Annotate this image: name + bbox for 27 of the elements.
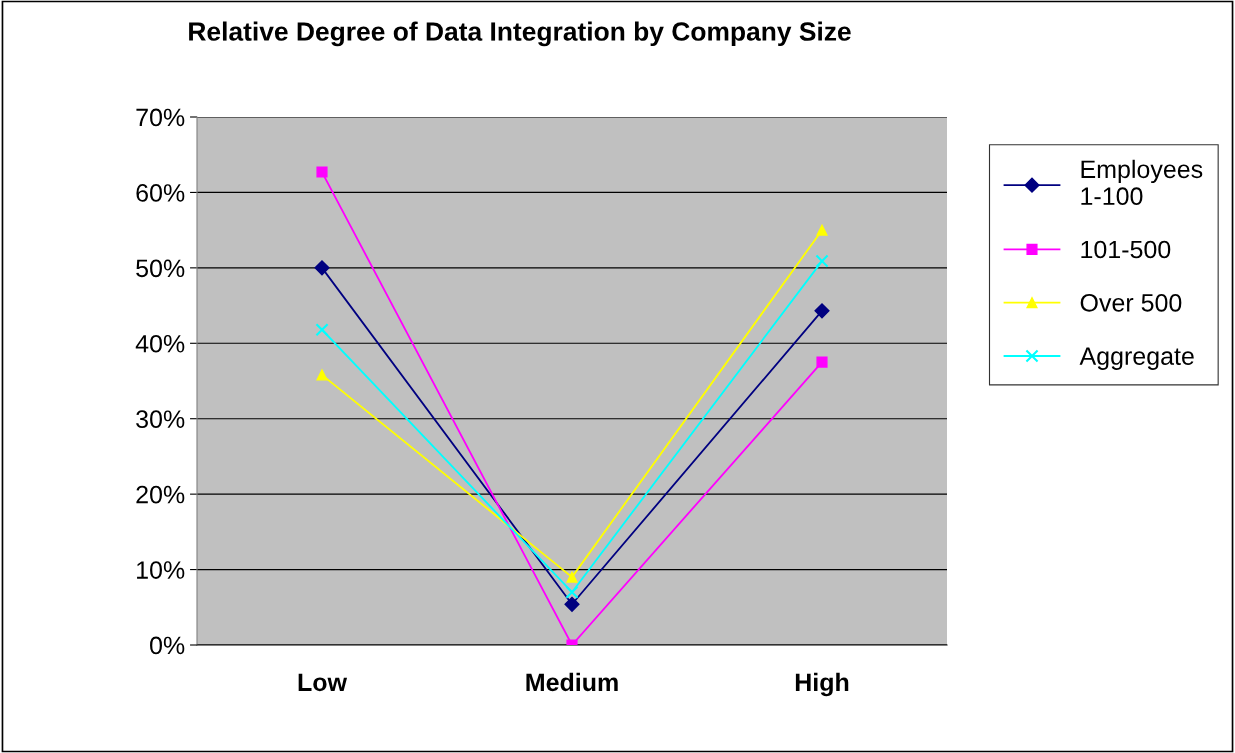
point xyxy=(565,585,579,599)
y-tick-label: 40% xyxy=(135,334,185,353)
y-tick-label: 50% xyxy=(136,259,185,278)
point xyxy=(314,260,330,276)
point xyxy=(316,369,328,381)
legend-label: Employees 1-100 xyxy=(1081,159,1203,206)
y-tick-label: 60% xyxy=(136,184,185,202)
point xyxy=(816,356,828,368)
x-tick-label: Low xyxy=(298,673,348,692)
x-tick-label: High xyxy=(795,672,849,697)
point xyxy=(316,166,328,178)
point xyxy=(814,303,830,319)
chart-title: Relative Degree of Data Integration by Company Size xyxy=(189,21,851,47)
y-tick-label: 0% xyxy=(150,636,185,655)
y-tick-label: 30% xyxy=(136,410,185,429)
y-tick-label: 10% xyxy=(137,561,185,579)
point xyxy=(315,323,329,337)
y-tick-label: 20% xyxy=(136,485,185,504)
legend-label: Over 500 xyxy=(1080,293,1182,312)
y-tick-label: 70% xyxy=(136,108,185,127)
legend-label: 101-500 xyxy=(1081,240,1171,259)
point xyxy=(816,224,828,236)
x-tick-label: Medium xyxy=(526,672,618,692)
point xyxy=(815,254,829,268)
legend-label: Aggregate xyxy=(1079,347,1194,370)
point xyxy=(566,571,578,583)
point xyxy=(564,596,580,612)
